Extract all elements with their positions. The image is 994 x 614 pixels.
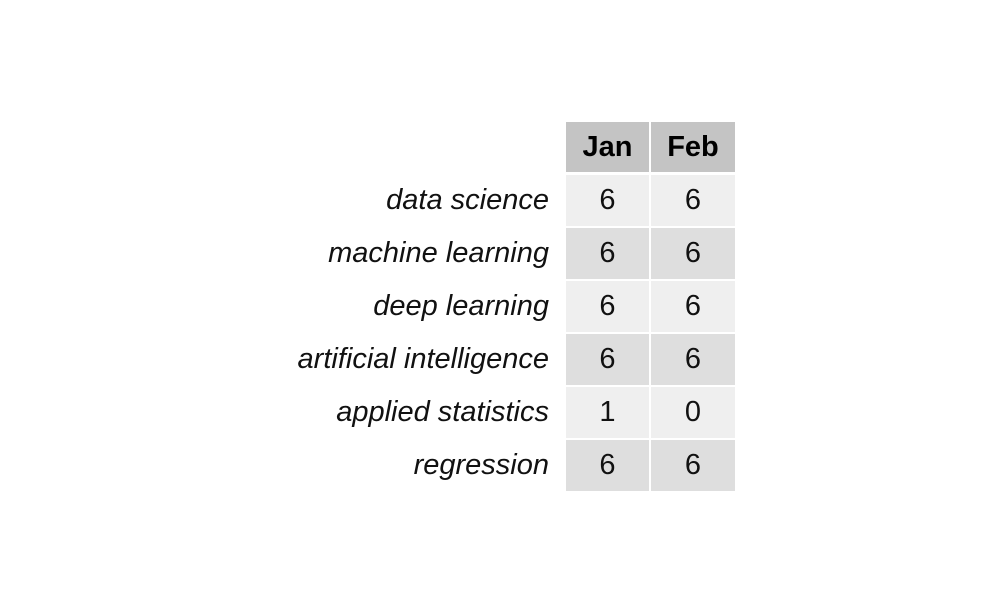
table-cell: 0 <box>651 387 735 438</box>
table-cell: 6 <box>566 334 649 385</box>
row-label: artificial intelligence <box>297 343 549 375</box>
table-cell: 6 <box>651 281 735 332</box>
table-cell: 6 <box>566 440 649 491</box>
table-cell: 6 <box>566 175 649 226</box>
table-cell: 6 <box>651 440 735 491</box>
col-header-feb: Feb <box>651 122 735 172</box>
row-label: machine learning <box>328 237 549 269</box>
table-cell: 6 <box>651 334 735 385</box>
col-header-jan: Jan <box>566 122 649 172</box>
table-cell: 1 <box>566 387 649 438</box>
row-label: deep learning <box>373 290 549 322</box>
row-label: applied statistics <box>336 396 549 428</box>
table-cell: 6 <box>651 228 735 279</box>
row-label: regression <box>413 449 549 481</box>
table-cell: 6 <box>566 281 649 332</box>
table-cell: 6 <box>651 175 735 226</box>
row-label: data science <box>386 184 549 216</box>
table-cell: 6 <box>566 228 649 279</box>
